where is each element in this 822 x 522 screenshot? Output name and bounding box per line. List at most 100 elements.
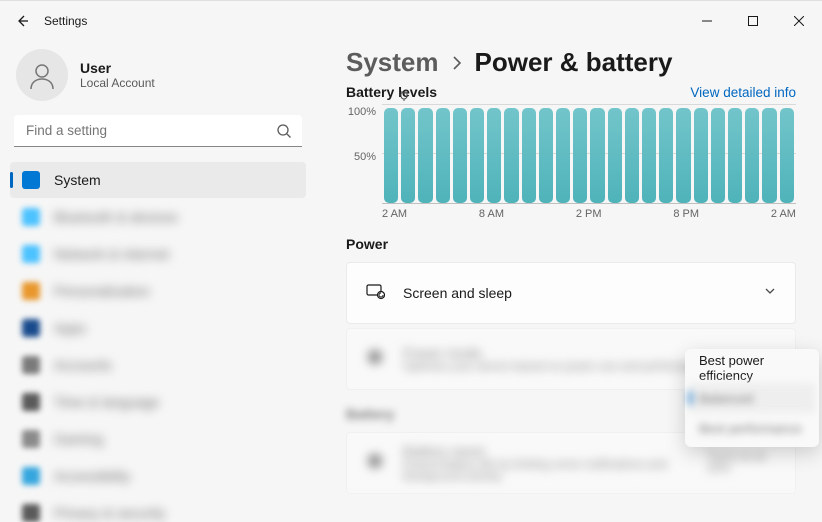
chart-bar (573, 108, 587, 203)
sidebar-item-4[interactable]: Apps (10, 310, 306, 346)
sidebar-item-0[interactable]: System (10, 162, 306, 198)
search-input[interactable] (14, 115, 302, 147)
nav-label: Time & language (54, 394, 159, 410)
nav-icon (22, 467, 40, 485)
battery-levels-header: Battery levels View detailed info (346, 84, 796, 100)
nav-label: Apps (54, 320, 86, 336)
sidebar-item-9[interactable]: Privacy & security (10, 495, 306, 522)
breadcrumb: System Power & battery (346, 47, 796, 78)
nav-icon (22, 171, 40, 189)
screen-and-sleep-card[interactable]: Screen and sleep (346, 262, 796, 324)
profile-block[interactable]: User Local Account (6, 41, 310, 115)
chart-bar (453, 108, 467, 203)
card-title: Screen and sleep (403, 285, 512, 301)
battery-chart: 100% 50% 2 AM 8 AM 2 PM 8 PM 2 AM (346, 104, 796, 220)
back-button[interactable] (0, 1, 44, 41)
x-tick: 8 AM (479, 208, 504, 220)
sidebar-item-7[interactable]: Gaming (10, 421, 306, 457)
chart-plot[interactable] (382, 104, 796, 204)
sidebar-item-2[interactable]: Network & internet (10, 236, 306, 272)
nav-icon (22, 245, 40, 263)
main-panel: System Power & battery Battery levels Vi… (320, 41, 822, 522)
chevron-right-icon (451, 55, 463, 71)
chart-bar (608, 108, 622, 203)
chart-bar (401, 108, 415, 203)
dropdown-item-2[interactable]: Best performance (689, 413, 815, 443)
chevron-down-icon (763, 284, 777, 298)
sidebar-item-8[interactable]: Accessibility (10, 458, 306, 494)
dropdown-item-0[interactable]: Best power efficiency (689, 353, 815, 383)
gauge-icon (365, 347, 385, 372)
sidebar-item-3[interactable]: Personalization (10, 273, 306, 309)
chart-area: 2 AM 8 AM 2 PM 8 PM 2 AM (382, 104, 796, 220)
sidebar-item-5[interactable]: Accounts (10, 347, 306, 383)
sidebar-item-1[interactable]: Bluetooth & devices (10, 199, 306, 235)
battery-levels-label: Battery levels (346, 84, 437, 100)
x-tick: 2 AM (771, 208, 796, 220)
y-tick: 50% (354, 151, 376, 163)
chart-bar (711, 108, 725, 203)
card-subtitle: Extend battery life by limiting some not… (403, 459, 707, 483)
sidebar-item-6[interactable]: Time & language (10, 384, 306, 420)
back-arrow-icon (14, 13, 30, 29)
chart-bar (522, 108, 536, 203)
chart-bar (590, 108, 604, 203)
chart-y-axis: 100% 50% (346, 104, 382, 220)
nav-icon (22, 356, 40, 374)
dropdown-item-1[interactable]: Balanced (689, 383, 815, 413)
chart-bar (642, 108, 656, 203)
x-tick: 2 PM (576, 208, 602, 220)
chart-bars (382, 104, 796, 203)
chart-bar (694, 108, 708, 203)
card-right-value: Turns on at 20% (707, 451, 777, 475)
minimize-button[interactable] (684, 1, 730, 41)
nav-icon (22, 430, 40, 448)
chart-bar (556, 108, 570, 203)
power-section-header: Power (346, 236, 796, 252)
y-tick: 100% (348, 106, 376, 118)
card-title: Power mode (403, 345, 707, 361)
nav-icon (22, 208, 40, 226)
close-button[interactable] (776, 1, 822, 41)
chart-bar (487, 108, 501, 203)
chart-bar (504, 108, 518, 203)
chart-bar (762, 108, 776, 203)
battery-icon (365, 451, 385, 476)
chart-bar (384, 108, 398, 203)
chart-bar (470, 108, 484, 203)
content-area: User Local Account System Bluetooth & dev… (0, 41, 822, 522)
chart-bar (659, 108, 673, 203)
breadcrumb-parent[interactable]: System (346, 47, 439, 78)
nav-label: Gaming (54, 431, 103, 447)
app-title: Settings (44, 14, 87, 28)
chart-x-axis: 2 AM 8 AM 2 PM 8 PM 2 AM (382, 204, 796, 220)
chart-bar (625, 108, 639, 203)
settings-window: Settings User Local Account Syste (0, 0, 822, 522)
search-icon (276, 123, 292, 139)
sidebar: User Local Account System Bluetooth & dev… (0, 41, 320, 522)
nav-list: System Bluetooth & devices Network & inter… (6, 161, 310, 522)
nav-label: Accessibility (54, 468, 130, 484)
power-mode-dropdown: Best power efficiencyBalancedBest perfor… (685, 349, 819, 447)
chart-bar (539, 108, 553, 203)
chart-bar (728, 108, 742, 203)
nav-label: Network & internet (54, 246, 169, 262)
card-subtitle: Optimize your device based on power use … (403, 361, 707, 373)
nav-icon (22, 282, 40, 300)
plug-icon (398, 90, 410, 102)
nav-label: Bluetooth & devices (54, 209, 178, 225)
chart-bar (418, 108, 432, 203)
expand-icon (763, 284, 777, 303)
nav-icon (22, 504, 40, 522)
screen-icon (365, 281, 385, 306)
avatar (16, 49, 68, 101)
page-title: Power & battery (475, 47, 673, 78)
window-controls (684, 1, 822, 41)
view-detailed-link[interactable]: View detailed info (690, 85, 796, 100)
profile-name: User (80, 60, 155, 76)
maximize-button[interactable] (730, 1, 776, 41)
chart-bar (745, 108, 759, 203)
x-tick: 2 AM (382, 208, 407, 220)
nav-icon (22, 319, 40, 337)
profile-subtitle: Local Account (80, 76, 155, 90)
